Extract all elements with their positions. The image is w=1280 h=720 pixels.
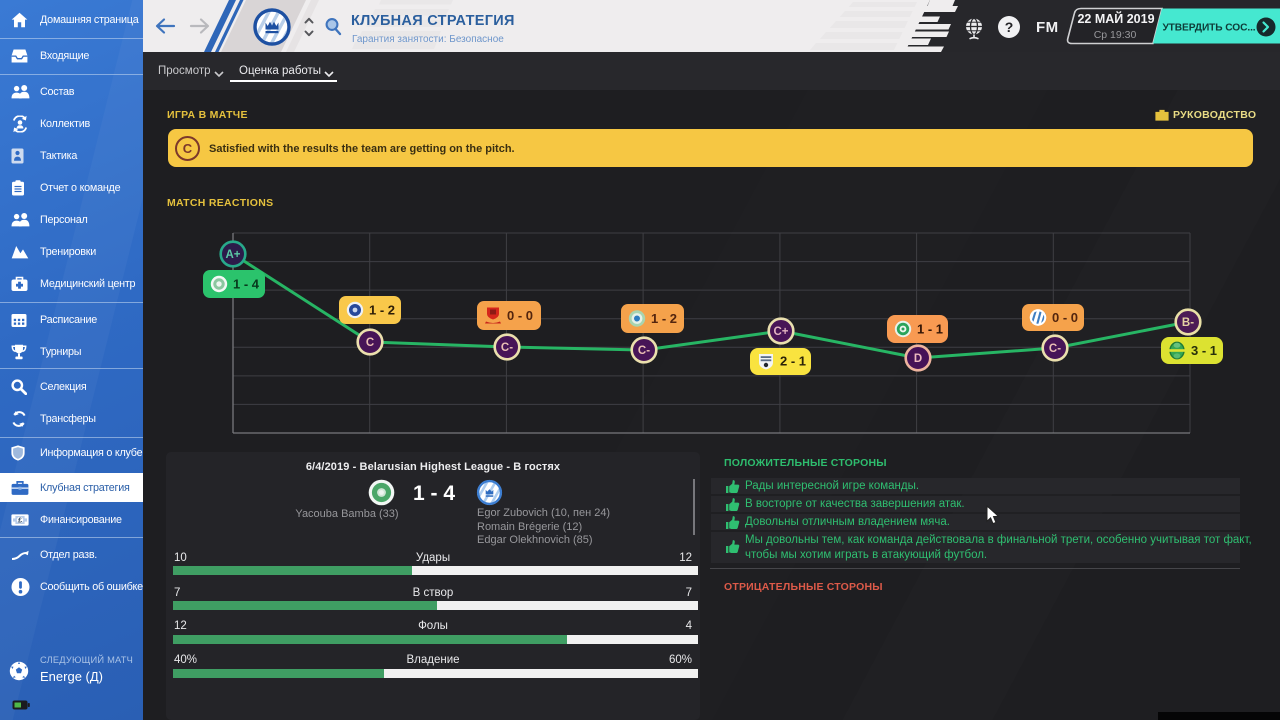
- svg-text:Ср 19:30: Ср 19:30: [1094, 29, 1137, 41]
- svg-text:C: C: [366, 337, 374, 349]
- svg-text:£: £: [18, 517, 22, 524]
- svg-text:3 - 1: 3 - 1: [1191, 343, 1217, 358]
- svg-text:C+: C+: [773, 326, 788, 338]
- svg-text:C-: C-: [501, 342, 513, 354]
- svg-text:1 - 2: 1 - 2: [369, 303, 395, 318]
- svg-text:1 - 2: 1 - 2: [651, 311, 677, 326]
- svg-text:2 - 1: 2 - 1: [780, 354, 806, 369]
- svg-text:B-: B-: [1182, 317, 1194, 329]
- svg-text:УТВЕРДИТЬ СОС...: УТВЕРДИТЬ СОС...: [1162, 23, 1255, 34]
- svg-text:1 - 4: 1 - 4: [233, 277, 260, 292]
- svg-text:C-: C-: [1049, 343, 1061, 355]
- svg-text:D: D: [914, 353, 922, 365]
- svg-text:C-: C-: [638, 345, 650, 357]
- svg-text:0 - 0: 0 - 0: [507, 308, 533, 323]
- svg-text:22 МАЙ 2019: 22 МАЙ 2019: [1077, 11, 1154, 26]
- svg-text:0 - 0: 0 - 0: [1052, 310, 1078, 325]
- svg-text:1 - 1: 1 - 1: [917, 322, 943, 337]
- svg-text:A+: A+: [225, 249, 240, 261]
